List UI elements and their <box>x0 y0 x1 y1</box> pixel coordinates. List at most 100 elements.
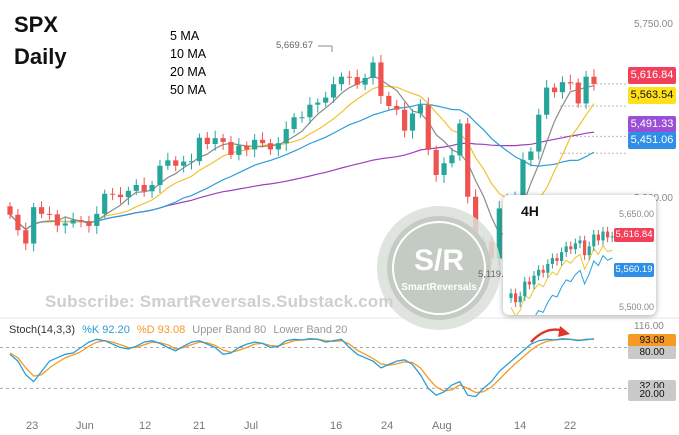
candle-body <box>536 114 542 152</box>
candle-body <box>417 105 423 114</box>
candle-body <box>378 62 384 96</box>
candle-body <box>409 113 416 131</box>
candle-body <box>330 84 337 98</box>
low-annotation: 5,119.26 <box>478 269 515 280</box>
candle-body <box>244 145 250 150</box>
date-label: 21 <box>193 420 206 432</box>
candle-body <box>591 76 597 84</box>
ma-line-20ma <box>9 103 595 231</box>
inset-candle-body <box>509 293 513 299</box>
inset-candle-body <box>560 252 564 261</box>
candle-body <box>559 82 566 93</box>
lower-band-tag: 20.00 <box>628 388 676 401</box>
candle-body <box>259 139 266 144</box>
inset-candle-body <box>518 296 522 303</box>
candle-body <box>181 161 187 166</box>
inset-title: 4H <box>521 203 539 219</box>
candle-body <box>354 77 360 85</box>
candle-body <box>386 95 392 106</box>
candle-body <box>78 220 84 222</box>
candle-body <box>567 82 573 84</box>
chart-subtitle: Daily <box>14 44 67 69</box>
candle-body <box>520 159 526 198</box>
candle-body <box>117 194 124 198</box>
4h-candles <box>509 226 614 315</box>
date-label: 12 <box>139 420 152 432</box>
candle-body <box>133 185 139 191</box>
candle-body <box>157 165 163 185</box>
date-label: 23 <box>26 420 39 432</box>
candle-body <box>449 155 455 164</box>
candle-body <box>267 143 274 150</box>
candle-body <box>149 185 155 192</box>
candle-body <box>204 137 210 145</box>
candle-body <box>394 105 400 110</box>
candle-body <box>46 213 53 215</box>
stoch-k-line <box>9 338 595 398</box>
candle-body <box>401 109 408 131</box>
stoch-k-value: %K 92.20 <box>82 324 130 336</box>
inset-candle-body <box>537 269 541 276</box>
candle-body <box>220 138 226 142</box>
ma10-label: 10 MA <box>170 47 207 61</box>
stoch-lower-band: Lower Band 20 <box>273 324 348 336</box>
high-annotation: 5,669.67 <box>276 40 313 51</box>
candle-body <box>307 104 313 118</box>
stoch-legend-name: Stoch(14,3,3) <box>9 324 76 336</box>
candle-body <box>551 87 558 93</box>
candle-body <box>441 163 447 175</box>
stoch-legend: Stoch(14,3,3) %K 92.20 %D 93.08 Upper Ba… <box>9 324 351 336</box>
candle-body <box>86 221 92 226</box>
candle-body <box>315 102 321 105</box>
logo-mark: S/R <box>413 244 464 277</box>
candle-body <box>275 143 281 150</box>
inset-candle-body <box>541 269 545 273</box>
candle-body <box>15 214 21 231</box>
inset-candle-body <box>583 240 587 256</box>
candle-body <box>323 97 329 103</box>
inset-axis-label: 5,650.00 <box>619 209 655 219</box>
inset-candle-body <box>606 231 610 238</box>
inset-candle-body <box>546 263 550 273</box>
inset-candle-body <box>587 246 591 256</box>
ma20-label: 20 MA <box>170 65 207 79</box>
inset-candle-body <box>573 243 577 250</box>
candle-body <box>173 160 179 166</box>
stoch-d-tag: 93.08 <box>628 334 676 347</box>
candle-body <box>370 62 376 78</box>
candle-body <box>70 220 76 224</box>
inset-candle-body <box>578 240 582 244</box>
inset-candle-body <box>514 293 518 303</box>
candle-body <box>283 128 289 144</box>
candle-body <box>54 214 60 226</box>
candle-body <box>544 87 550 115</box>
stoch-upper-band: Upper Band 80 <box>192 324 267 336</box>
upper-band-tag: 80.00 <box>628 346 676 359</box>
candle-body <box>109 193 116 195</box>
candle-body <box>425 105 431 150</box>
candle-body <box>362 77 368 85</box>
date-label: Aug <box>432 420 452 432</box>
candle-body <box>23 230 29 244</box>
candle-body <box>62 223 68 226</box>
candle-body <box>528 151 534 160</box>
candle-body <box>125 190 131 198</box>
candle-body <box>31 207 37 244</box>
inset-candle-body <box>601 231 605 241</box>
price-axis-label: 5,750.00 <box>634 19 673 30</box>
inset-candle-body <box>555 258 559 261</box>
date-label: 24 <box>381 420 394 432</box>
candle-body <box>433 149 439 175</box>
chart-title: SPX <box>14 12 59 37</box>
ma-line-5ma <box>9 75 595 235</box>
candle-body <box>212 138 218 145</box>
candle-body <box>7 206 13 215</box>
date-label: Jun <box>76 420 94 432</box>
candle-body <box>188 161 195 163</box>
smartreversals-logo: S/R SmartReversals <box>373 202 505 334</box>
inset-candle-body <box>523 281 527 297</box>
inset-candle-body <box>592 234 596 247</box>
candle-body <box>165 160 171 166</box>
ma50-label: 50 MA <box>170 83 207 97</box>
